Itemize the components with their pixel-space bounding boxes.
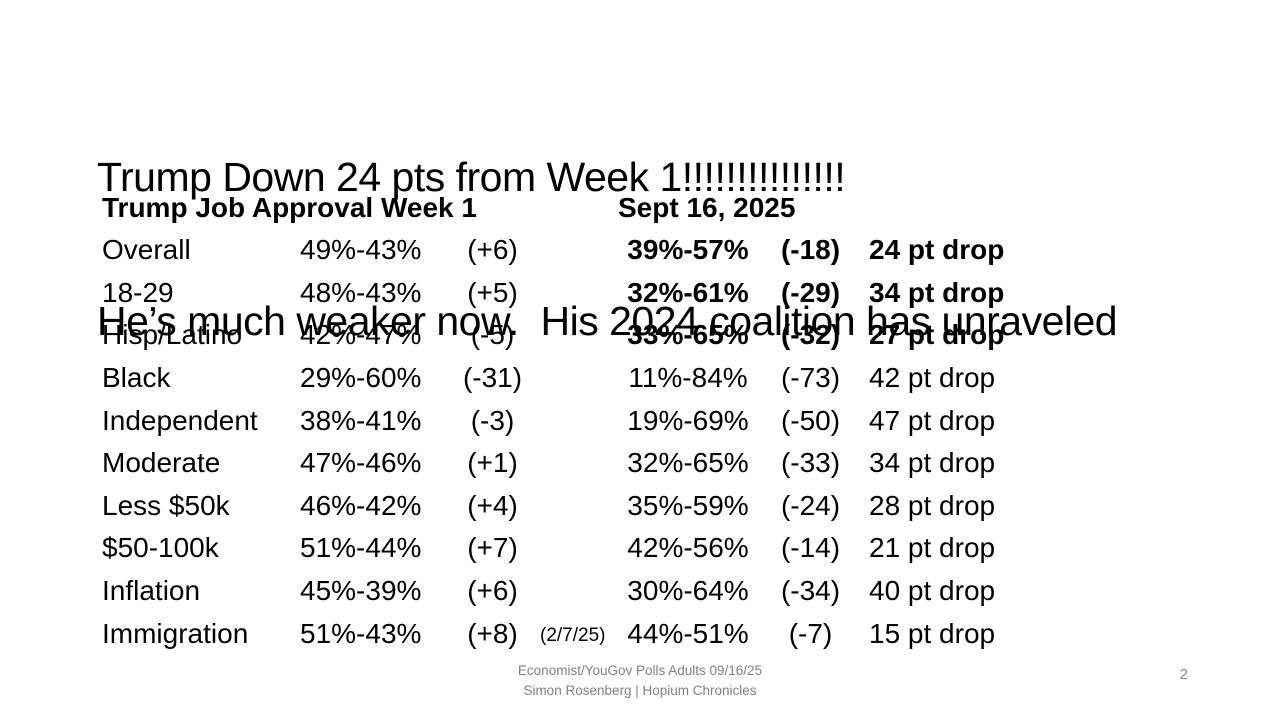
date-note bbox=[540, 290, 618, 295]
table-row: Hisp/Latino 42%-47% (-5) 33%-65% (-32) 2… bbox=[102, 314, 1042, 357]
group-label: Moderate bbox=[102, 447, 221, 479]
sept-margin: (-33) bbox=[780, 447, 841, 479]
date-note bbox=[540, 418, 618, 423]
pt-drop: 28 pt drop bbox=[869, 489, 996, 521]
sept-margin: (-34) bbox=[780, 575, 841, 607]
week1-margin: (-3) bbox=[470, 404, 515, 436]
week1-result: 51%-43% bbox=[300, 617, 422, 649]
sept-result: 32%-61% bbox=[627, 276, 749, 308]
pt-drop: 15 pt drop bbox=[869, 617, 996, 649]
slide-title-line1: Trump Down 24 pts from Week 1!!!!!!!!!!!… bbox=[97, 154, 846, 200]
page-number: 2 bbox=[1179, 666, 1188, 683]
week1-result: 45%-39% bbox=[300, 575, 422, 607]
sept-result: 44%-51% bbox=[627, 617, 749, 649]
date-note bbox=[540, 461, 618, 466]
sept-margin: (-7) bbox=[788, 617, 833, 649]
sept-margin: (-18) bbox=[780, 234, 841, 266]
week1-result: 48%-43% bbox=[300, 276, 422, 308]
table-row: Less $50k 46%-42% (+4) 35%-59% (-24) 28 … bbox=[102, 485, 1042, 528]
week1-result: 46%-42% bbox=[300, 489, 422, 521]
pt-drop: 47 pt drop bbox=[869, 404, 996, 436]
sept-margin: (-50) bbox=[780, 404, 841, 436]
week1-margin: (+6) bbox=[467, 575, 518, 607]
sept-result: 33%-65% bbox=[627, 319, 749, 351]
footer-source-line: Economist/YouGov Polls Adults 09/16/25 bbox=[517, 663, 763, 678]
slide-title-line2: He’s much weaker now. His 2024 coalition… bbox=[97, 298, 1118, 344]
group-label: Less $50k bbox=[102, 489, 230, 521]
date-note: (2/7/25) bbox=[540, 625, 606, 647]
sept-margin: (-32) bbox=[780, 319, 841, 351]
table-row: 18-29 48%-43% (+5) 32%-61% (-29) 34 pt d… bbox=[102, 272, 1042, 315]
slide-footer: Economist/YouGov Polls Adults 09/16/25 S… bbox=[0, 661, 1280, 701]
week1-margin: (+7) bbox=[467, 532, 518, 564]
table-row: Moderate 47%-46% (+1) 32%-65% (-33) 34 p… bbox=[102, 442, 1042, 485]
date-note bbox=[540, 376, 618, 381]
pt-drop: 42 pt drop bbox=[869, 362, 996, 394]
date-note bbox=[540, 503, 618, 508]
sept-margin: (-73) bbox=[780, 362, 841, 394]
sept-result: 32%-65% bbox=[627, 447, 749, 479]
group-label: Independent bbox=[102, 404, 258, 436]
table-row: Independent 38%-41% (-3) 19%-69% (-50) 4… bbox=[102, 399, 1042, 442]
sept-result: 30%-64% bbox=[627, 575, 749, 607]
date-note bbox=[540, 333, 618, 338]
week1-result: 49%-43% bbox=[300, 234, 422, 266]
sept-result: 11%-84% bbox=[628, 362, 748, 394]
week1-margin: (-31) bbox=[462, 362, 523, 394]
group-label: 18-29 bbox=[102, 276, 174, 308]
footer-author-line: Simon Rosenberg | Hopium Chronicles bbox=[523, 683, 757, 698]
sept-result: 39%-57% bbox=[627, 234, 749, 266]
group-label: Overall bbox=[102, 234, 191, 266]
table-row: Immigration 51%-43% (+8) (2/7/25) 44%-51… bbox=[102, 612, 1042, 655]
group-label: Immigration bbox=[102, 617, 249, 649]
table-row: Overall 49%-43% (+6) 39%-57% (-18) 24 pt… bbox=[102, 229, 1042, 272]
table-header-row: Trump Job Approval Week 1 Sept 16, 2025 bbox=[102, 186, 1042, 229]
week1-result: 42%-47% bbox=[300, 319, 422, 351]
sept-result: 19%-69% bbox=[627, 404, 749, 436]
group-label: Inflation bbox=[102, 575, 201, 607]
table-row: $50-100k 51%-44% (+7) 42%-56% (-14) 21 p… bbox=[102, 527, 1042, 570]
sept-result: 42%-56% bbox=[627, 532, 749, 564]
header-week1: Trump Job Approval Week 1 bbox=[102, 191, 477, 223]
week1-margin: (+4) bbox=[467, 489, 518, 521]
group-label: Hisp/Latino bbox=[102, 319, 243, 351]
sept-result: 35%-59% bbox=[627, 489, 749, 521]
pt-drop: 27 pt drop bbox=[869, 319, 1005, 351]
group-label: $50-100k bbox=[102, 532, 219, 564]
sept-margin: (-24) bbox=[780, 489, 841, 521]
week1-margin: (+6) bbox=[467, 234, 518, 266]
week1-result: 29%-60% bbox=[300, 362, 422, 394]
header-sept16: Sept 16, 2025 bbox=[618, 191, 796, 223]
slide-title: Trump Down 24 pts from Week 1!!!!!!!!!!!… bbox=[97, 57, 1118, 441]
week1-margin: (+5) bbox=[467, 276, 518, 308]
week1-margin: (+1) bbox=[467, 447, 518, 479]
poll-table: Trump Job Approval Week 1 Sept 16, 2025 … bbox=[102, 186, 1042, 655]
pt-drop: 24 pt drop bbox=[869, 234, 1005, 266]
group-label: Black bbox=[102, 362, 171, 394]
sept-margin: (-29) bbox=[780, 276, 841, 308]
week1-result: 38%-41% bbox=[300, 404, 422, 436]
date-note bbox=[540, 248, 618, 253]
table-row: Black 29%-60% (-31) 11%-84% (-73) 42 pt … bbox=[102, 357, 1042, 400]
date-note bbox=[540, 589, 618, 594]
sept-margin: (-14) bbox=[780, 532, 841, 564]
pt-drop: 21 pt drop bbox=[869, 532, 996, 564]
table-row: Inflation 45%-39% (+6) 30%-64% (-34) 40 … bbox=[102, 570, 1042, 613]
week1-result: 51%-44% bbox=[300, 532, 422, 564]
week1-margin: (+8) bbox=[467, 617, 518, 649]
date-note bbox=[540, 546, 618, 551]
week1-result: 47%-46% bbox=[300, 447, 422, 479]
pt-drop: 34 pt drop bbox=[869, 447, 996, 479]
week1-margin: (-5) bbox=[470, 319, 515, 351]
pt-drop: 40 pt drop bbox=[869, 575, 996, 607]
pt-drop: 34 pt drop bbox=[869, 276, 1005, 308]
